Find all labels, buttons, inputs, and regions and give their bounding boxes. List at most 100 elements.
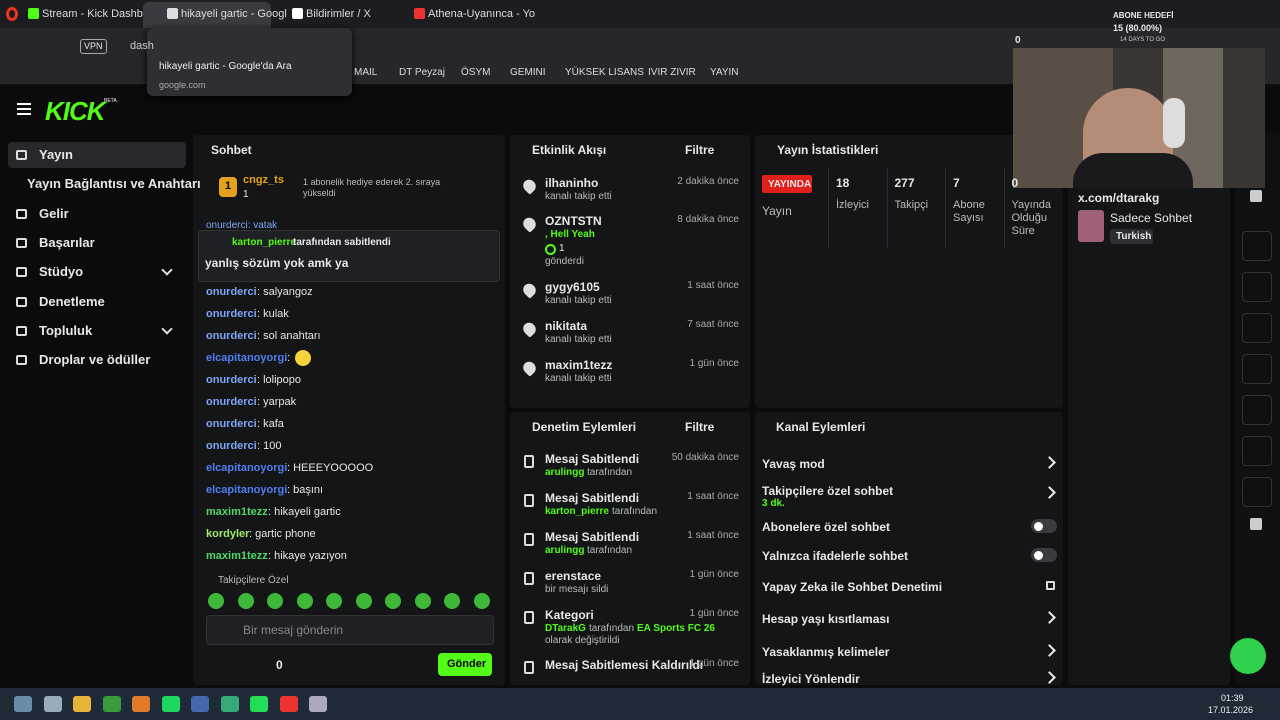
bookmark[interactable]: YÜKSEK LISANS	[565, 67, 644, 78]
mod-time: 1 saat önce	[687, 491, 739, 502]
channel-action[interactable]: Yapay Zeka ile Sohbet Denetimi	[762, 580, 943, 594]
tab-title[interactable]: Stream - Kick Dashboard	[42, 8, 165, 20]
vpn-badge[interactable]: VPN	[80, 39, 107, 54]
tab-icon	[414, 8, 425, 19]
taskbar-icon[interactable]	[14, 696, 32, 712]
taskbar-icon[interactable]	[279, 696, 298, 712]
chat-text: : kulak	[257, 308, 289, 320]
activity-panel	[510, 135, 750, 408]
sidebar-item[interactable]: Başarılar	[39, 235, 95, 250]
chat-input[interactable]	[206, 615, 494, 645]
bookmark[interactable]: ÖSYM	[461, 67, 491, 78]
sidebar-icon	[16, 355, 27, 365]
channel-panel	[755, 412, 1063, 685]
activity-sub: kanalı takip etti	[545, 295, 612, 306]
tool-icon[interactable]	[1242, 354, 1272, 384]
sidebar-item[interactable]: Yayın	[39, 147, 73, 162]
kicks-icon	[545, 244, 556, 255]
emote-button[interactable]	[444, 593, 460, 609]
emote-button[interactable]	[208, 593, 224, 609]
mod-icon	[524, 533, 534, 546]
tool-icon[interactable]	[1242, 272, 1272, 302]
send-button[interactable]	[438, 653, 492, 676]
channel-action[interactable]: Hesap yaşı kısıtlaması	[762, 612, 890, 626]
gifter-name: cngz_ts	[243, 174, 284, 186]
activity-amount: 1	[559, 243, 565, 254]
taskbar-icon[interactable]	[220, 696, 239, 712]
emote-button[interactable]	[237, 593, 254, 609]
clock-time: 01:39	[1221, 693, 1244, 703]
tool-icon[interactable]	[1242, 477, 1272, 507]
mod-rest: tarafından	[587, 467, 633, 478]
menu-line	[17, 113, 31, 115]
channel-action[interactable]: Yalnızca ifadelerle sohbet	[762, 549, 909, 563]
emote-button[interactable]	[414, 593, 431, 609]
tool-icon[interactable]	[1250, 190, 1262, 202]
mod-time: 1 gün önce	[689, 658, 740, 669]
mod-title: Mesaj Sabitlemesi Kaldırıldı	[545, 658, 704, 672]
chat-text: : kafa	[257, 418, 284, 430]
channel-action[interactable]: Abonelere özel sohbet	[762, 520, 891, 534]
chat-user: elcapitanoyorgi	[206, 484, 288, 496]
tool-icon[interactable]	[1242, 313, 1272, 343]
taskbar-icon[interactable]	[73, 696, 91, 712]
sidebar-item[interactable]: Yayın Bağlantısı ve Anahtarı	[27, 176, 201, 191]
channel-action[interactable]: İzleyici Yönlendir	[762, 672, 860, 686]
sidebar-icon	[16, 150, 27, 160]
emote-button[interactable]	[326, 593, 342, 609]
stat-divider	[886, 168, 888, 248]
emote-button[interactable]	[473, 593, 490, 609]
filter-button[interactable]: Filtre	[685, 143, 715, 157]
tool-icon[interactable]	[1242, 231, 1272, 261]
bookmark[interactable]: IVIR ZIVIR	[648, 67, 696, 78]
bookmark[interactable]: YAYIN	[710, 67, 739, 78]
send-label[interactable]: Gönder	[447, 658, 487, 670]
toggle-knob	[1034, 551, 1043, 560]
avatar	[1078, 210, 1104, 242]
channel-action[interactable]: Takipçilere özel sohbet	[762, 484, 894, 498]
emote-button[interactable]	[267, 593, 283, 609]
emote-button[interactable]	[355, 593, 372, 609]
taskbar-icon[interactable]	[161, 696, 180, 712]
bookmark[interactable]: DT Peyzaj	[399, 67, 445, 78]
emote-button[interactable]	[385, 593, 401, 609]
bookmark[interactable]: MAIL	[354, 67, 378, 78]
tool-icon[interactable]	[1242, 395, 1272, 425]
tool-icon[interactable]	[1242, 436, 1272, 466]
taskbar-icon[interactable]	[132, 696, 150, 712]
activity-name: nikitata	[545, 319, 588, 333]
mod-user: arulingg	[545, 467, 585, 478]
activity-time: 8 dakika önce	[677, 214, 739, 225]
sidebar-item[interactable]: Droplar ve ödüller	[39, 352, 151, 367]
filter-button[interactable]: Filtre	[685, 420, 715, 434]
tab-title[interactable]: Bildirimler / X	[306, 8, 371, 20]
taskbar-icon[interactable]	[250, 696, 268, 712]
tool-icon[interactable]	[1250, 518, 1262, 530]
emote-button[interactable]	[296, 593, 313, 609]
sidebar-item[interactable]: Topluluk	[39, 323, 93, 338]
taskbar-icon[interactable]	[43, 696, 62, 712]
bookmark[interactable]: GEMINI	[510, 67, 546, 78]
taskbar-icon[interactable]	[191, 696, 209, 712]
mod-icon	[524, 455, 534, 468]
support-button[interactable]	[1230, 638, 1266, 674]
taskbar-icon[interactable]	[309, 696, 327, 712]
toggle-knob	[1034, 522, 1043, 531]
chat-user: elcapitanoyorgi	[206, 462, 288, 474]
pinned-message: yanlış sözüm yok amk ya	[205, 256, 349, 270]
sidebar-item[interactable]: Gelir	[39, 206, 69, 221]
tab-title[interactable]: hikayeli gartic - Googl	[181, 8, 287, 20]
taskbar-icon[interactable]	[102, 696, 121, 712]
chat-user: onurderci	[206, 440, 257, 452]
sidebar-item[interactable]: Stüdyo	[39, 264, 84, 279]
sidebar-icon	[16, 326, 27, 336]
channel-action[interactable]: Yavaş mod	[762, 457, 825, 471]
activity-sub: kanalı takip etti	[545, 191, 612, 202]
channel-action[interactable]: Yasaklanmış kelimeler	[762, 645, 890, 659]
mod-title: erenstace	[545, 569, 602, 583]
tab-title[interactable]: Athena-Uyanınca - Yo	[428, 8, 536, 20]
kick-logo[interactable]: KICK	[45, 96, 106, 126]
sidebar-item[interactable]: Denetleme	[39, 294, 105, 309]
chat-text: : lolipopo	[257, 374, 302, 386]
activity-extra: , Hell Yeah	[545, 229, 595, 240]
